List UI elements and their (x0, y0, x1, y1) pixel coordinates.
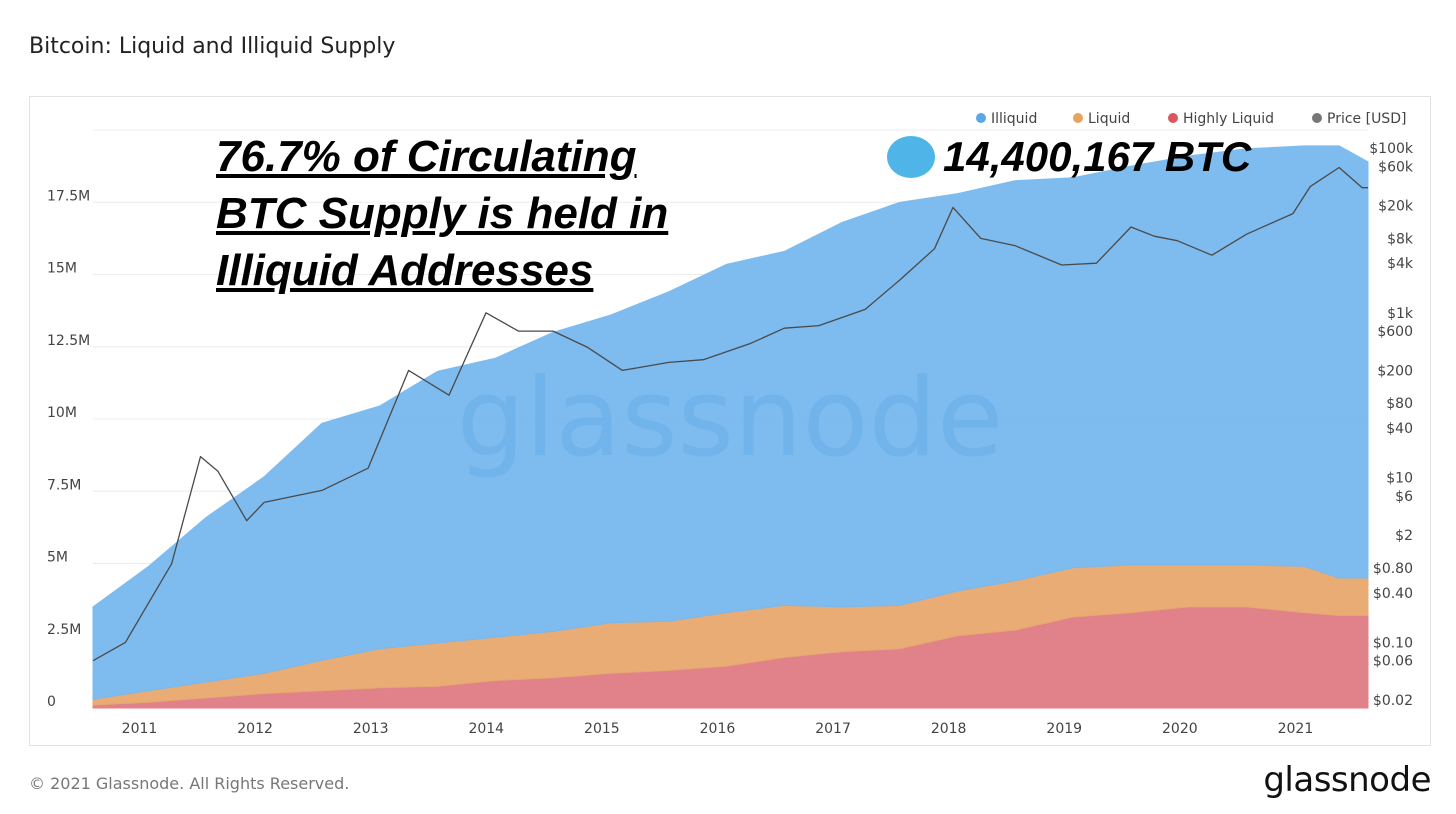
area-illiquid (92, 145, 1369, 700)
y2-tick-label: $100k (1369, 141, 1414, 157)
y-tick-label: 7.5M (47, 477, 81, 493)
annotation-line-1: 76.7% of Circulating (216, 132, 637, 181)
legend-item: Price [USD] (1312, 111, 1406, 127)
x-tick-label: 2013 (353, 721, 389, 737)
chart-frame (29, 96, 1431, 746)
legend-label: Price [USD] (1327, 111, 1406, 127)
y2-tick-label: $60k (1378, 159, 1414, 175)
copyright-footer: © 2021 Glassnode. All Rights Reserved. (29, 774, 350, 793)
y2-tick-label: $0.40 (1373, 586, 1413, 602)
y-axis-left: 0 2.5M 5M 7.5M 10M 12.5M 15M 17.5M (47, 188, 90, 710)
x-tick-label: 2021 (1278, 721, 1314, 737)
y2-tick-label: $4k (1387, 256, 1414, 272)
y2-tick-label: $0.02 (1373, 693, 1413, 709)
y2-tick-label: $6 (1395, 489, 1413, 505)
y2-tick-label: $2 (1395, 528, 1413, 544)
y-tick-label: 10M (47, 405, 77, 421)
legend-swatch (1073, 113, 1083, 123)
y2-tick-label: $600 (1377, 324, 1413, 340)
legend-item: Liquid (1073, 111, 1130, 127)
legend-label: Liquid (1088, 111, 1130, 127)
annotation-callout: 76.7% of Circulating BTC Supply is held … (216, 128, 776, 299)
legend-swatch (1168, 113, 1178, 123)
y2-tick-label: $1k (1387, 306, 1414, 322)
y2-tick-label: $0.80 (1373, 561, 1413, 577)
x-tick-label: 2017 (815, 721, 851, 737)
glassnode-logo: glassnode (1263, 760, 1431, 800)
legend-item: Highly Liquid (1168, 111, 1274, 127)
x-tick-label: 2011 (122, 721, 158, 737)
x-axis: 2011 2012 2013 2014 2015 2016 2017 2018 2019 2020… (122, 721, 1314, 737)
y-tick-label: 2.5M (47, 622, 81, 638)
annotation-line-2: BTC Supply is held in (216, 189, 669, 238)
y2-tick-label: $20k (1378, 199, 1414, 215)
price-line (92, 166, 1368, 662)
y-tick-label: 0 (47, 694, 56, 710)
x-tick-label: 2015 (584, 721, 620, 737)
badge-dot (887, 136, 935, 178)
area-layers (92, 145, 1369, 709)
page-title: Bitcoin: Liquid and Illiquid Supply (29, 34, 396, 59)
y2-tick-label: $8k (1387, 231, 1414, 247)
x-tick-label: 2012 (237, 721, 273, 737)
x-tick-label: 2019 (1046, 721, 1082, 737)
legend-swatch (976, 113, 986, 123)
y2-tick-label: $200 (1377, 363, 1413, 379)
y-tick-label: 15M (47, 261, 77, 277)
y-tick-label: 5M (47, 550, 68, 566)
y2-tick-label: $80 (1386, 396, 1413, 412)
y-tick-label: 17.5M (47, 188, 90, 204)
x-tick-label: 2016 (700, 721, 736, 737)
price-line-layer (92, 166, 1368, 662)
y2-tick-label: $0.10 (1373, 635, 1413, 651)
x-tick-label: 2014 (468, 721, 504, 737)
y-tick-label: 12.5M (47, 333, 90, 349)
y-axis-right: $100k $60k $20k $8k $4k $1k $600 $200 $80 $40 $10 $… (1369, 141, 1414, 709)
y2-tick-label: $0.06 (1373, 654, 1413, 670)
legend-item: Illiquid (976, 111, 1037, 127)
x-tick-label: 2020 (1162, 721, 1198, 737)
legend-swatch (1312, 113, 1322, 123)
watermark: glassnode (457, 356, 1004, 481)
y2-tick-label: $10 (1386, 471, 1413, 487)
legend: Illiquid Liquid Highly Liquid Price [USD] (976, 111, 1406, 127)
legend-label: Highly Liquid (1183, 111, 1274, 127)
legend-label: Illiquid (991, 111, 1037, 127)
illiquid-supply-value: 14,400,167 BTC (943, 133, 1252, 180)
x-tick-label: 2018 (931, 721, 967, 737)
y2-tick-label: $40 (1386, 421, 1413, 437)
annotation-line-3: Illiquid Addresses (216, 246, 594, 295)
